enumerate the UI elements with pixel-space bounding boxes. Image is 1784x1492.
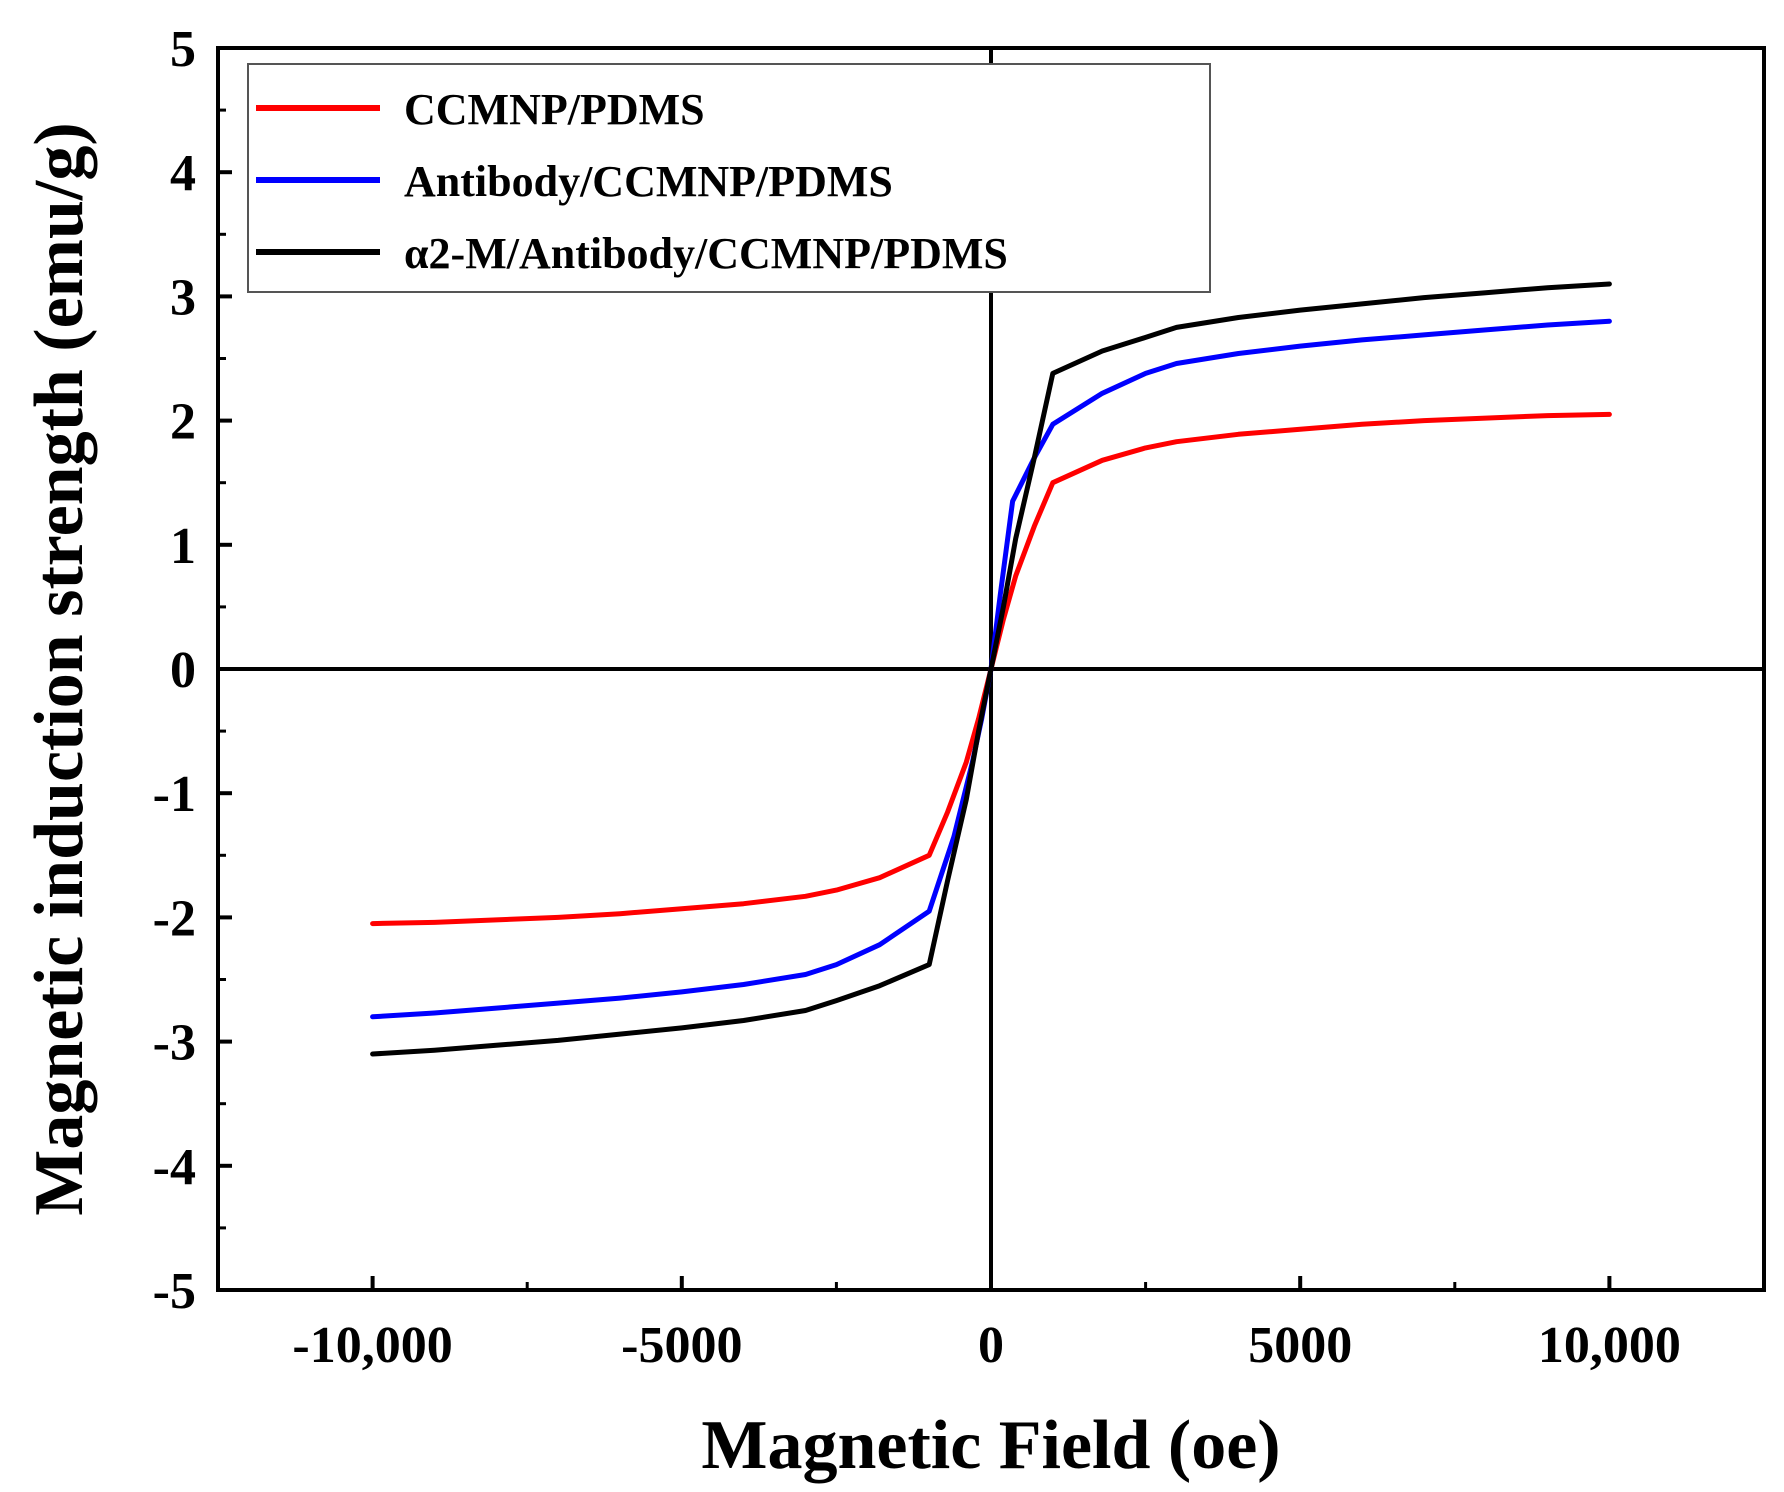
legend: CCMNP/PDMS Antibody/CCMNP/PDMS α2-M/Antibo… (247, 63, 1211, 293)
y-tick-label: -2 (153, 890, 196, 947)
y-tick-label: 5 (170, 21, 196, 78)
legend-label: Antibody/CCMNP/PDMS (404, 157, 893, 206)
x-tick-label: 0 (978, 1317, 1004, 1374)
legend-box (247, 63, 1211, 293)
y-tick-label: -4 (153, 1139, 196, 1196)
series-line-3 (370, 281, 1612, 1057)
y-tick-label: 4 (170, 145, 196, 202)
legend-label: α2-M/Antibody/CCMNP/PDMS (404, 229, 1008, 278)
y-tick-label: 0 (170, 642, 196, 699)
legend-label: CCMNP/PDMS (404, 85, 705, 134)
y-tick-label: 1 (170, 518, 196, 575)
y-tick-label: -3 (153, 1015, 196, 1072)
y-tick-label: 3 (170, 269, 196, 326)
y-tick-label: -5 (153, 1263, 196, 1320)
y-tick-label: -1 (153, 766, 196, 823)
y-tick-label: 2 (170, 394, 196, 451)
x-tick-label: 5000 (1248, 1317, 1352, 1374)
y-axis-title: Magnetic induction strength (emu/g) (21, 122, 98, 1215)
plot-area: -10,000 -5000 0 5000 10,000 -5 -4 -3 -2 -1 0 1 2 3 4 5 (153, 21, 1766, 1374)
x-axis-title: Magnetic Field (oe) (701, 1407, 1280, 1484)
x-tick-label: 10,000 (1538, 1317, 1681, 1374)
x-tick-label: -5000 (621, 1317, 742, 1374)
x-tick-label: -10,000 (292, 1317, 452, 1374)
